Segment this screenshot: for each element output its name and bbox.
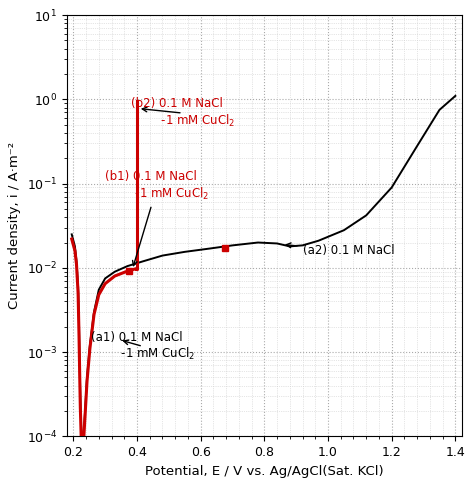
Text: (b2) 0.1 M NaCl
        -1 mM CuCl$_2$: (b2) 0.1 M NaCl -1 mM CuCl$_2$ [131,97,235,129]
X-axis label: Potential, E / V vs. Ag/AgCl(Sat. KCl): Potential, E / V vs. Ag/AgCl(Sat. KCl) [145,465,383,478]
Text: (b1) 0.1 M NaCl
        -1 mM CuCl$_2$: (b1) 0.1 M NaCl -1 mM CuCl$_2$ [105,171,210,266]
Y-axis label: Current density, i / A·m⁻²: Current density, i / A·m⁻² [9,142,21,309]
Text: (a2) 0.1 M NaCl: (a2) 0.1 M NaCl [286,243,394,257]
Text: (a1) 0.1 M NaCl
        -1 mM CuCl$_2$: (a1) 0.1 M NaCl -1 mM CuCl$_2$ [91,330,195,362]
